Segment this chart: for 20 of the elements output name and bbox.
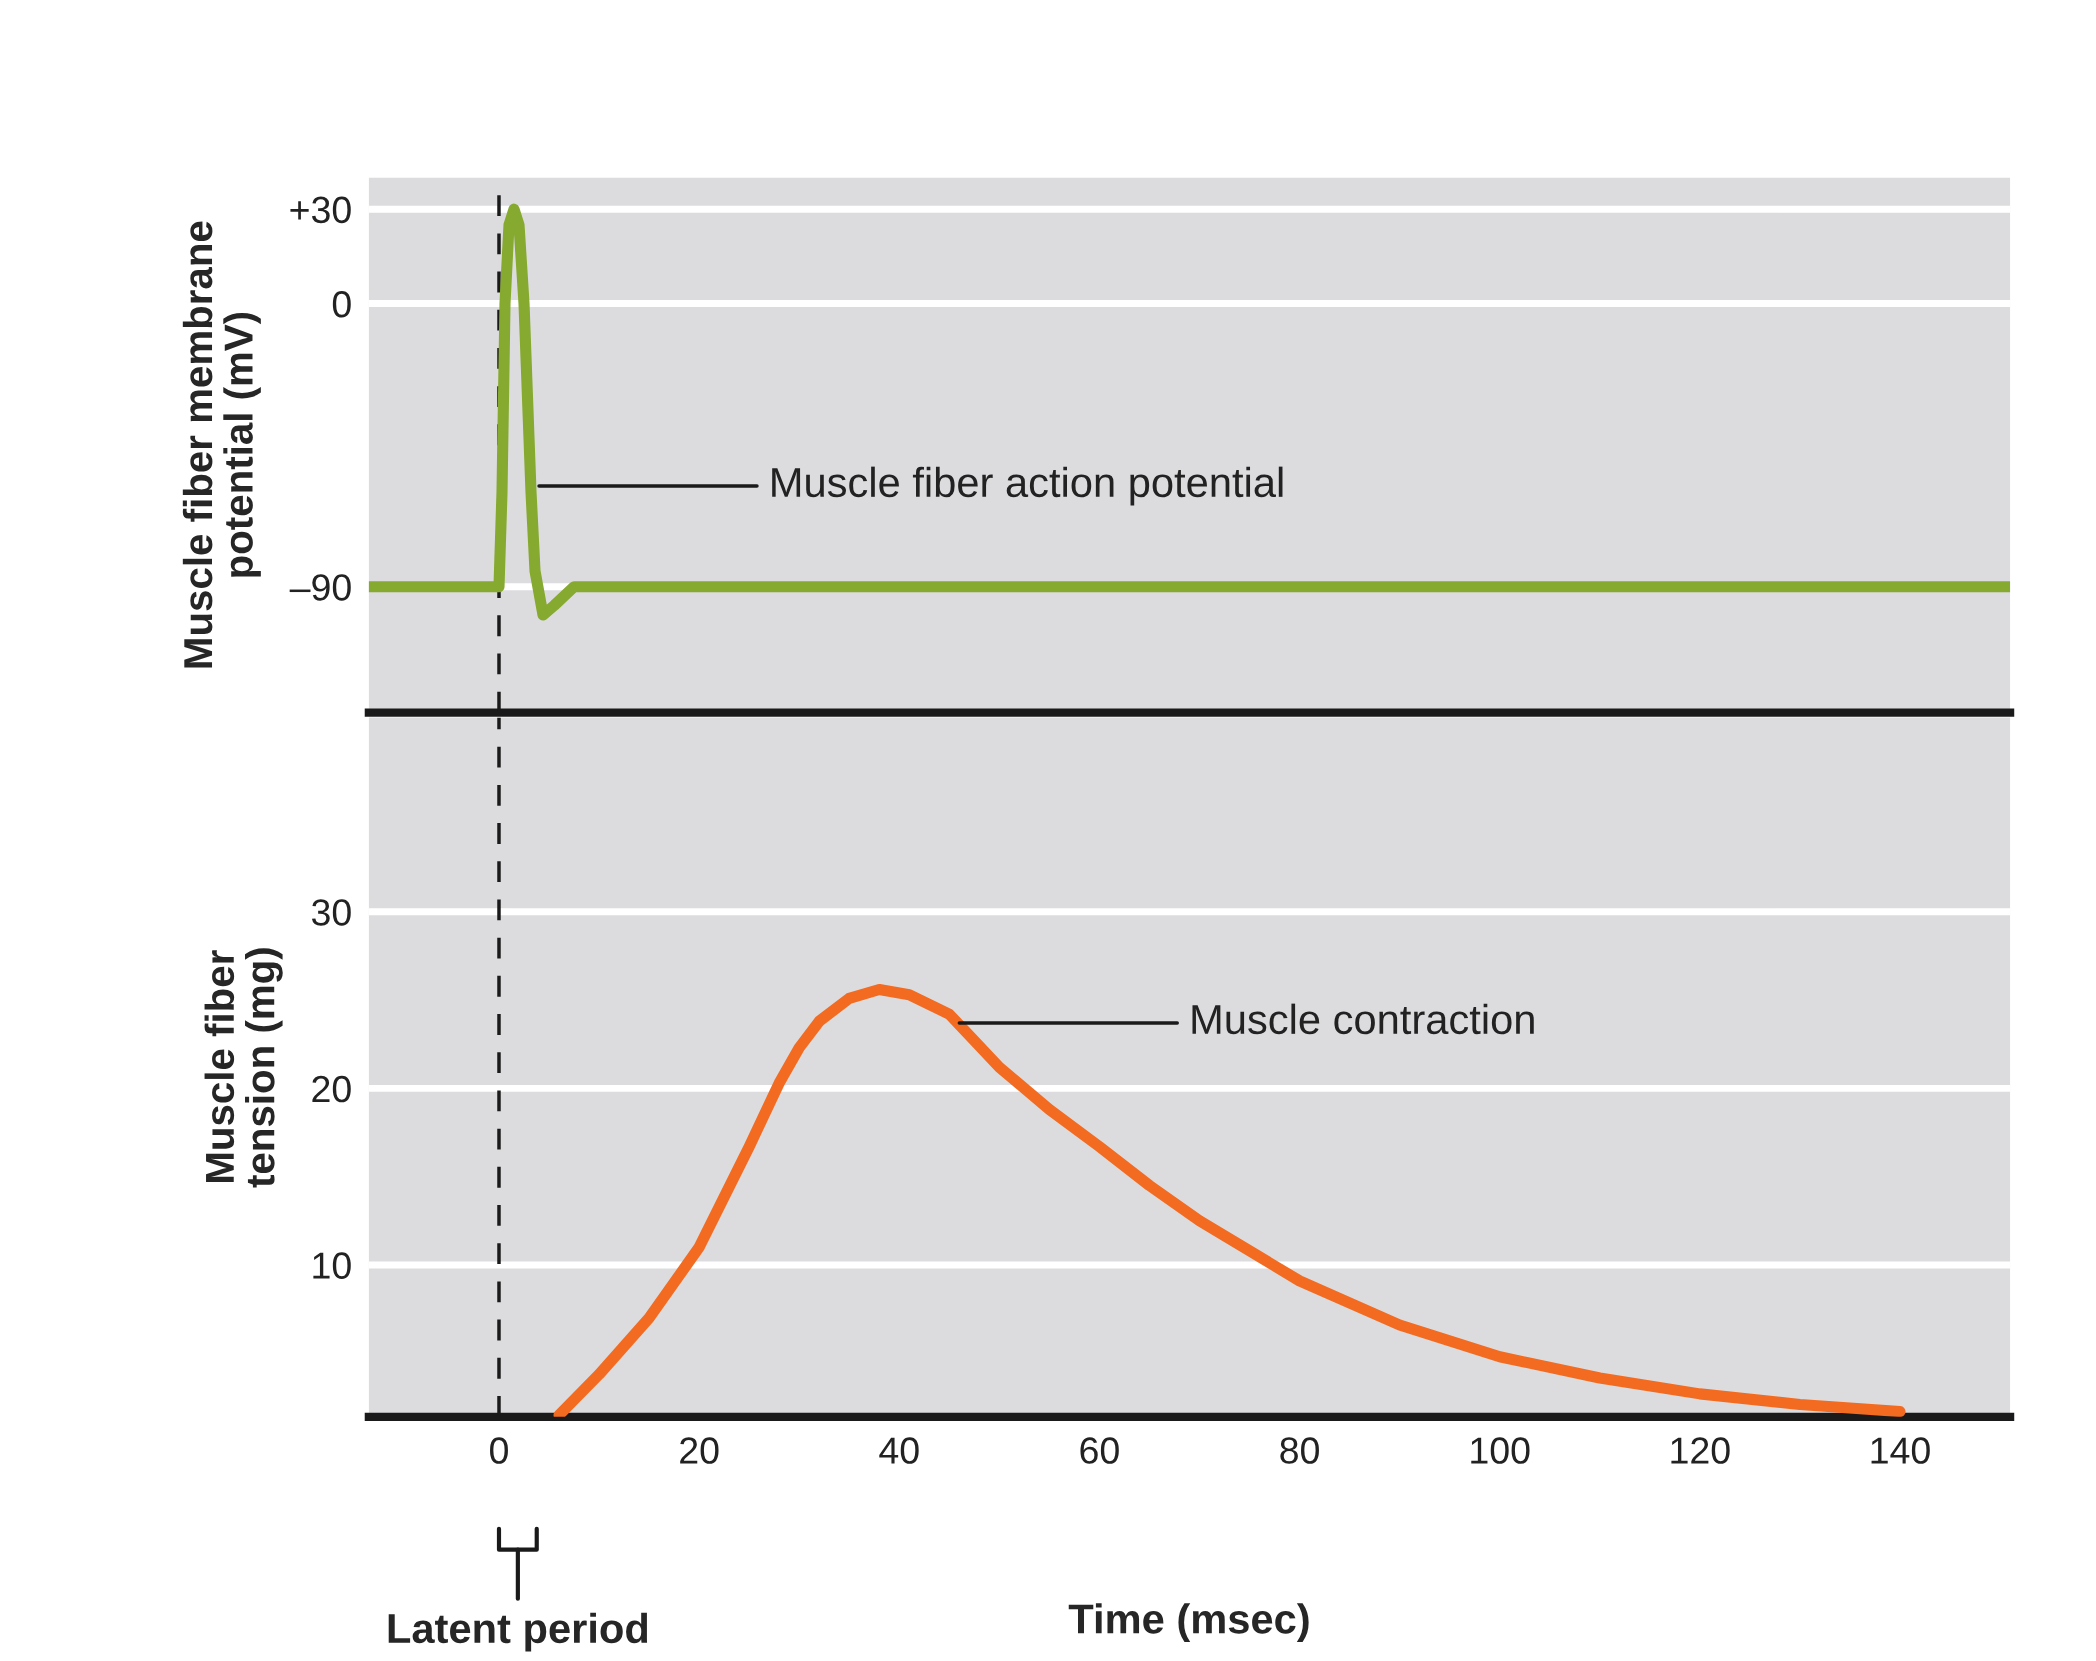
y-tick-label: +30 [290, 196, 351, 224]
x-tick-label: 140 [1871, 1437, 1930, 1464]
x-axis-title: Time (msec) [1068, 1603, 1309, 1643]
y-tick-label: –90 [289, 574, 351, 601]
y-tick-label: 20 [312, 1075, 351, 1103]
text: Latent period [388, 1612, 648, 1652]
y-axis-title: Muscle fiber tension (mg) [204, 948, 283, 1188]
x-tick-label: 40 [879, 1437, 919, 1464]
x-tick-label: 0 [490, 1437, 508, 1464]
x-tick-label: 60 [1080, 1437, 1119, 1464]
annotation: Muscle fiber action potential [772, 466, 1283, 506]
x-tick-label: 20 [680, 1437, 719, 1464]
x-tick-label: 80 [1280, 1437, 1319, 1464]
y-tick-label: 30 [311, 899, 351, 926]
annotation: Muscle contraction [1192, 1003, 1534, 1035]
y-axis-title: Muscle fiber membrane potential (mV) [182, 221, 261, 668]
x-tick-label: 100 [1471, 1437, 1530, 1464]
y-tick-label: 0 [332, 290, 351, 318]
y-tick-label: 10 [313, 1252, 351, 1279]
x-tick-label: 120 [1671, 1437, 1730, 1464]
